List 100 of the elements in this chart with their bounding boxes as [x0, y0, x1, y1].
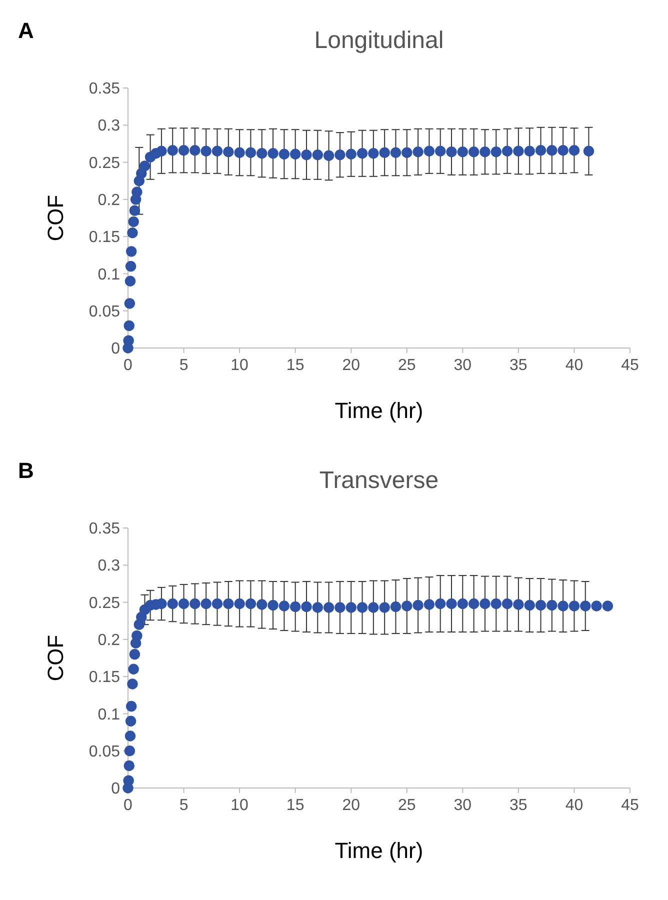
point	[190, 145, 200, 156]
chart-title: Transverse	[319, 467, 439, 494]
point	[368, 602, 379, 613]
point	[278, 600, 290, 612]
point	[390, 601, 402, 612]
y-tick-label: 0.05	[88, 303, 120, 320]
y-tick-label: 0	[111, 340, 120, 358]
point	[312, 602, 323, 613]
point	[558, 145, 568, 156]
point	[190, 598, 200, 610]
y-tick-label: 0.3	[98, 118, 120, 135]
text: A	[18, 18, 34, 43]
point	[558, 600, 568, 612]
y-tick-label: 0.1	[98, 266, 120, 284]
point	[468, 598, 480, 610]
point	[435, 146, 446, 156]
point	[212, 598, 223, 610]
point	[591, 600, 602, 612]
point	[124, 730, 136, 742]
point	[402, 600, 412, 612]
x-tick-label: 40	[565, 797, 584, 814]
point	[123, 335, 134, 346]
point	[212, 146, 223, 156]
point	[124, 760, 134, 772]
point	[167, 598, 178, 610]
point	[290, 601, 301, 612]
x-tick-label: 30	[454, 357, 472, 374]
x-tick-label: 25	[398, 357, 416, 374]
x-tick-label: 35	[510, 797, 528, 814]
point	[379, 147, 390, 158]
point	[346, 148, 356, 160]
point	[356, 148, 368, 159]
point	[125, 716, 136, 726]
point	[278, 148, 290, 160]
point	[480, 598, 490, 610]
point	[129, 648, 140, 660]
x-tick-label: 25	[398, 797, 416, 814]
y-tick-label: 0.2	[98, 632, 120, 650]
point	[124, 746, 136, 756]
point	[446, 598, 457, 610]
point	[583, 146, 594, 156]
point	[502, 146, 513, 156]
point	[546, 600, 558, 611]
point	[580, 600, 591, 612]
point	[124, 276, 136, 286]
point	[446, 146, 457, 158]
x-axis-title: Time (hr)	[334, 838, 424, 863]
point	[390, 147, 402, 158]
point	[167, 145, 178, 156]
point	[132, 630, 142, 642]
point	[457, 146, 468, 158]
point	[268, 148, 278, 159]
point	[127, 678, 138, 690]
y-tick-label: 0.3	[98, 558, 120, 575]
y-axis-title: COF	[43, 194, 68, 242]
x-tick-label: 5	[179, 357, 188, 374]
point	[126, 246, 137, 257]
y-tick-label: 0.15	[88, 229, 120, 246]
point	[334, 150, 346, 160]
y-tick-label: 0.05	[88, 743, 120, 760]
point	[346, 602, 356, 613]
y-tick-label: 0.15	[88, 669, 120, 686]
x-tick-label: 5	[179, 797, 188, 814]
point	[301, 601, 312, 612]
x-axis-title: Time (hr)	[334, 398, 424, 423]
point	[245, 598, 256, 610]
x-tick-label: 30	[454, 797, 472, 814]
point	[245, 147, 256, 158]
point	[234, 147, 245, 158]
point	[139, 160, 150, 172]
point	[502, 598, 513, 610]
point	[223, 146, 234, 158]
text: B	[18, 458, 34, 483]
point	[524, 600, 535, 611]
y-tick-label: 0.1	[98, 706, 120, 724]
point	[424, 146, 435, 156]
point	[468, 146, 480, 158]
point	[513, 146, 524, 156]
point	[368, 148, 379, 159]
point	[256, 599, 268, 610]
point	[178, 145, 190, 156]
x-tick-label: 45	[621, 357, 639, 374]
point	[178, 598, 190, 610]
point	[535, 600, 546, 611]
point	[124, 320, 134, 332]
point	[256, 148, 268, 159]
point	[123, 775, 134, 786]
point	[127, 228, 138, 238]
point	[435, 598, 446, 610]
x-tick-label: 45	[621, 797, 639, 814]
y-tick-label: 0	[111, 780, 120, 798]
point	[490, 146, 502, 158]
point	[132, 186, 142, 198]
point	[356, 602, 368, 613]
point	[412, 146, 424, 158]
point	[128, 664, 139, 674]
point	[457, 598, 468, 610]
point	[126, 700, 137, 712]
point	[323, 602, 334, 613]
point	[535, 145, 546, 156]
